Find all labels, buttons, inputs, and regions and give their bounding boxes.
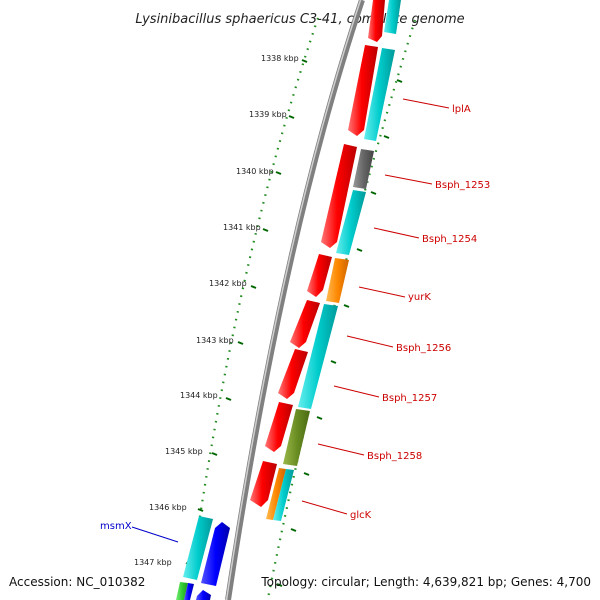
cog-block [184,583,194,600]
tick-label: 1347 kbp [134,558,172,567]
cds-arrow [250,461,277,507]
leader-line [384,174,433,185]
accession-text: Accession: NC_010382 [9,575,145,589]
cog-block [266,468,286,520]
label-leaders [131,98,450,543]
tick-label: 1338 kbp [261,54,299,63]
tick-label: 1340 kbp [236,167,274,176]
cds-arrow [307,254,332,297]
reverse-cds-track [176,516,230,600]
cds-arrow [348,45,378,136]
leader-line [317,443,365,456]
gene-label-Bsph_1258[interactable]: Bsph_1258 [367,451,422,462]
cog-track [266,0,401,521]
cds-arrow [196,590,211,600]
cog-block [384,0,401,34]
genome-backbone-highlight [225,0,362,600]
leader-line [358,286,406,298]
cds-arrow [321,144,357,248]
cds-arrow [201,522,230,586]
outer-tick-guide [190,17,320,571]
cog-block [336,190,366,255]
gene-label-Bsph_1254[interactable]: Bsph_1254 [422,234,477,245]
forward-cds-track [250,0,385,507]
tick-label: 1343 kbp [196,336,234,345]
topology-text: Topology: circular; Length: 4,639,821 bp… [260,575,591,589]
tick-label: 1342 kbp [209,279,247,288]
cog-block [353,149,374,189]
leader-line [333,385,380,398]
leader-line [346,335,394,348]
cog-block [298,304,338,409]
cog-block [364,48,395,141]
leader-line [373,227,420,239]
tick-label: 1339 kbp [249,110,287,119]
cog-block [273,469,294,521]
cog-block [183,516,213,580]
gene-label-yurK[interactable]: yurK [408,292,431,303]
tick-label: 1341 kbp [223,223,261,232]
cds-arrow [265,402,293,452]
gene-label-Bsph_1256[interactable]: Bsph_1256 [396,343,451,354]
gene-label-msmX[interactable]: msmX [100,521,132,532]
leader-line [131,526,179,543]
gene-labels: lplA Bsph_1253 Bsph_1254 yurK Bsph_1256 … [100,104,490,532]
cds-arrow [290,300,320,348]
cog-block [176,582,188,600]
genome-backbone [225,0,365,600]
tick-label: 1346 kbp [149,503,187,512]
inner-tick-guide [266,19,417,599]
gene-label-glcK[interactable]: glcK [350,510,372,521]
gene-label-Bsph_1257[interactable]: Bsph_1257 [382,393,437,404]
gene-label-Bsph_1253[interactable]: Bsph_1253 [435,180,490,191]
tick-label: 1345 kbp [165,447,203,456]
tick-label: 1344 kbp [180,391,218,400]
cds-arrow [278,349,308,399]
cog-block [283,409,310,466]
leader-line [402,98,450,109]
tick-labels: 1338 kbp 1339 kbp 1340 kbp 1341 kbp 1342… [134,54,299,567]
gene-label-lplA[interactable]: lplA [452,104,471,115]
leader-line [301,500,348,515]
cds-arrow [368,0,385,42]
map-title: Lysinibacillus sphaericus C3-41, complet… [135,12,464,27]
cog-block [326,258,349,303]
